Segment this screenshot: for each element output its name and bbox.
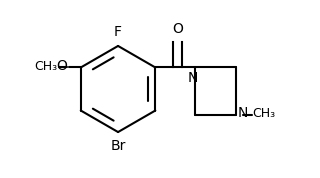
Text: F: F [114,25,122,39]
Text: N: N [188,71,198,85]
Text: CH₃: CH₃ [253,107,276,120]
Text: Br: Br [110,139,126,153]
Text: O: O [57,59,68,73]
Text: N: N [238,106,248,120]
Text: CH₃: CH₃ [34,60,57,73]
Text: O: O [172,22,183,36]
